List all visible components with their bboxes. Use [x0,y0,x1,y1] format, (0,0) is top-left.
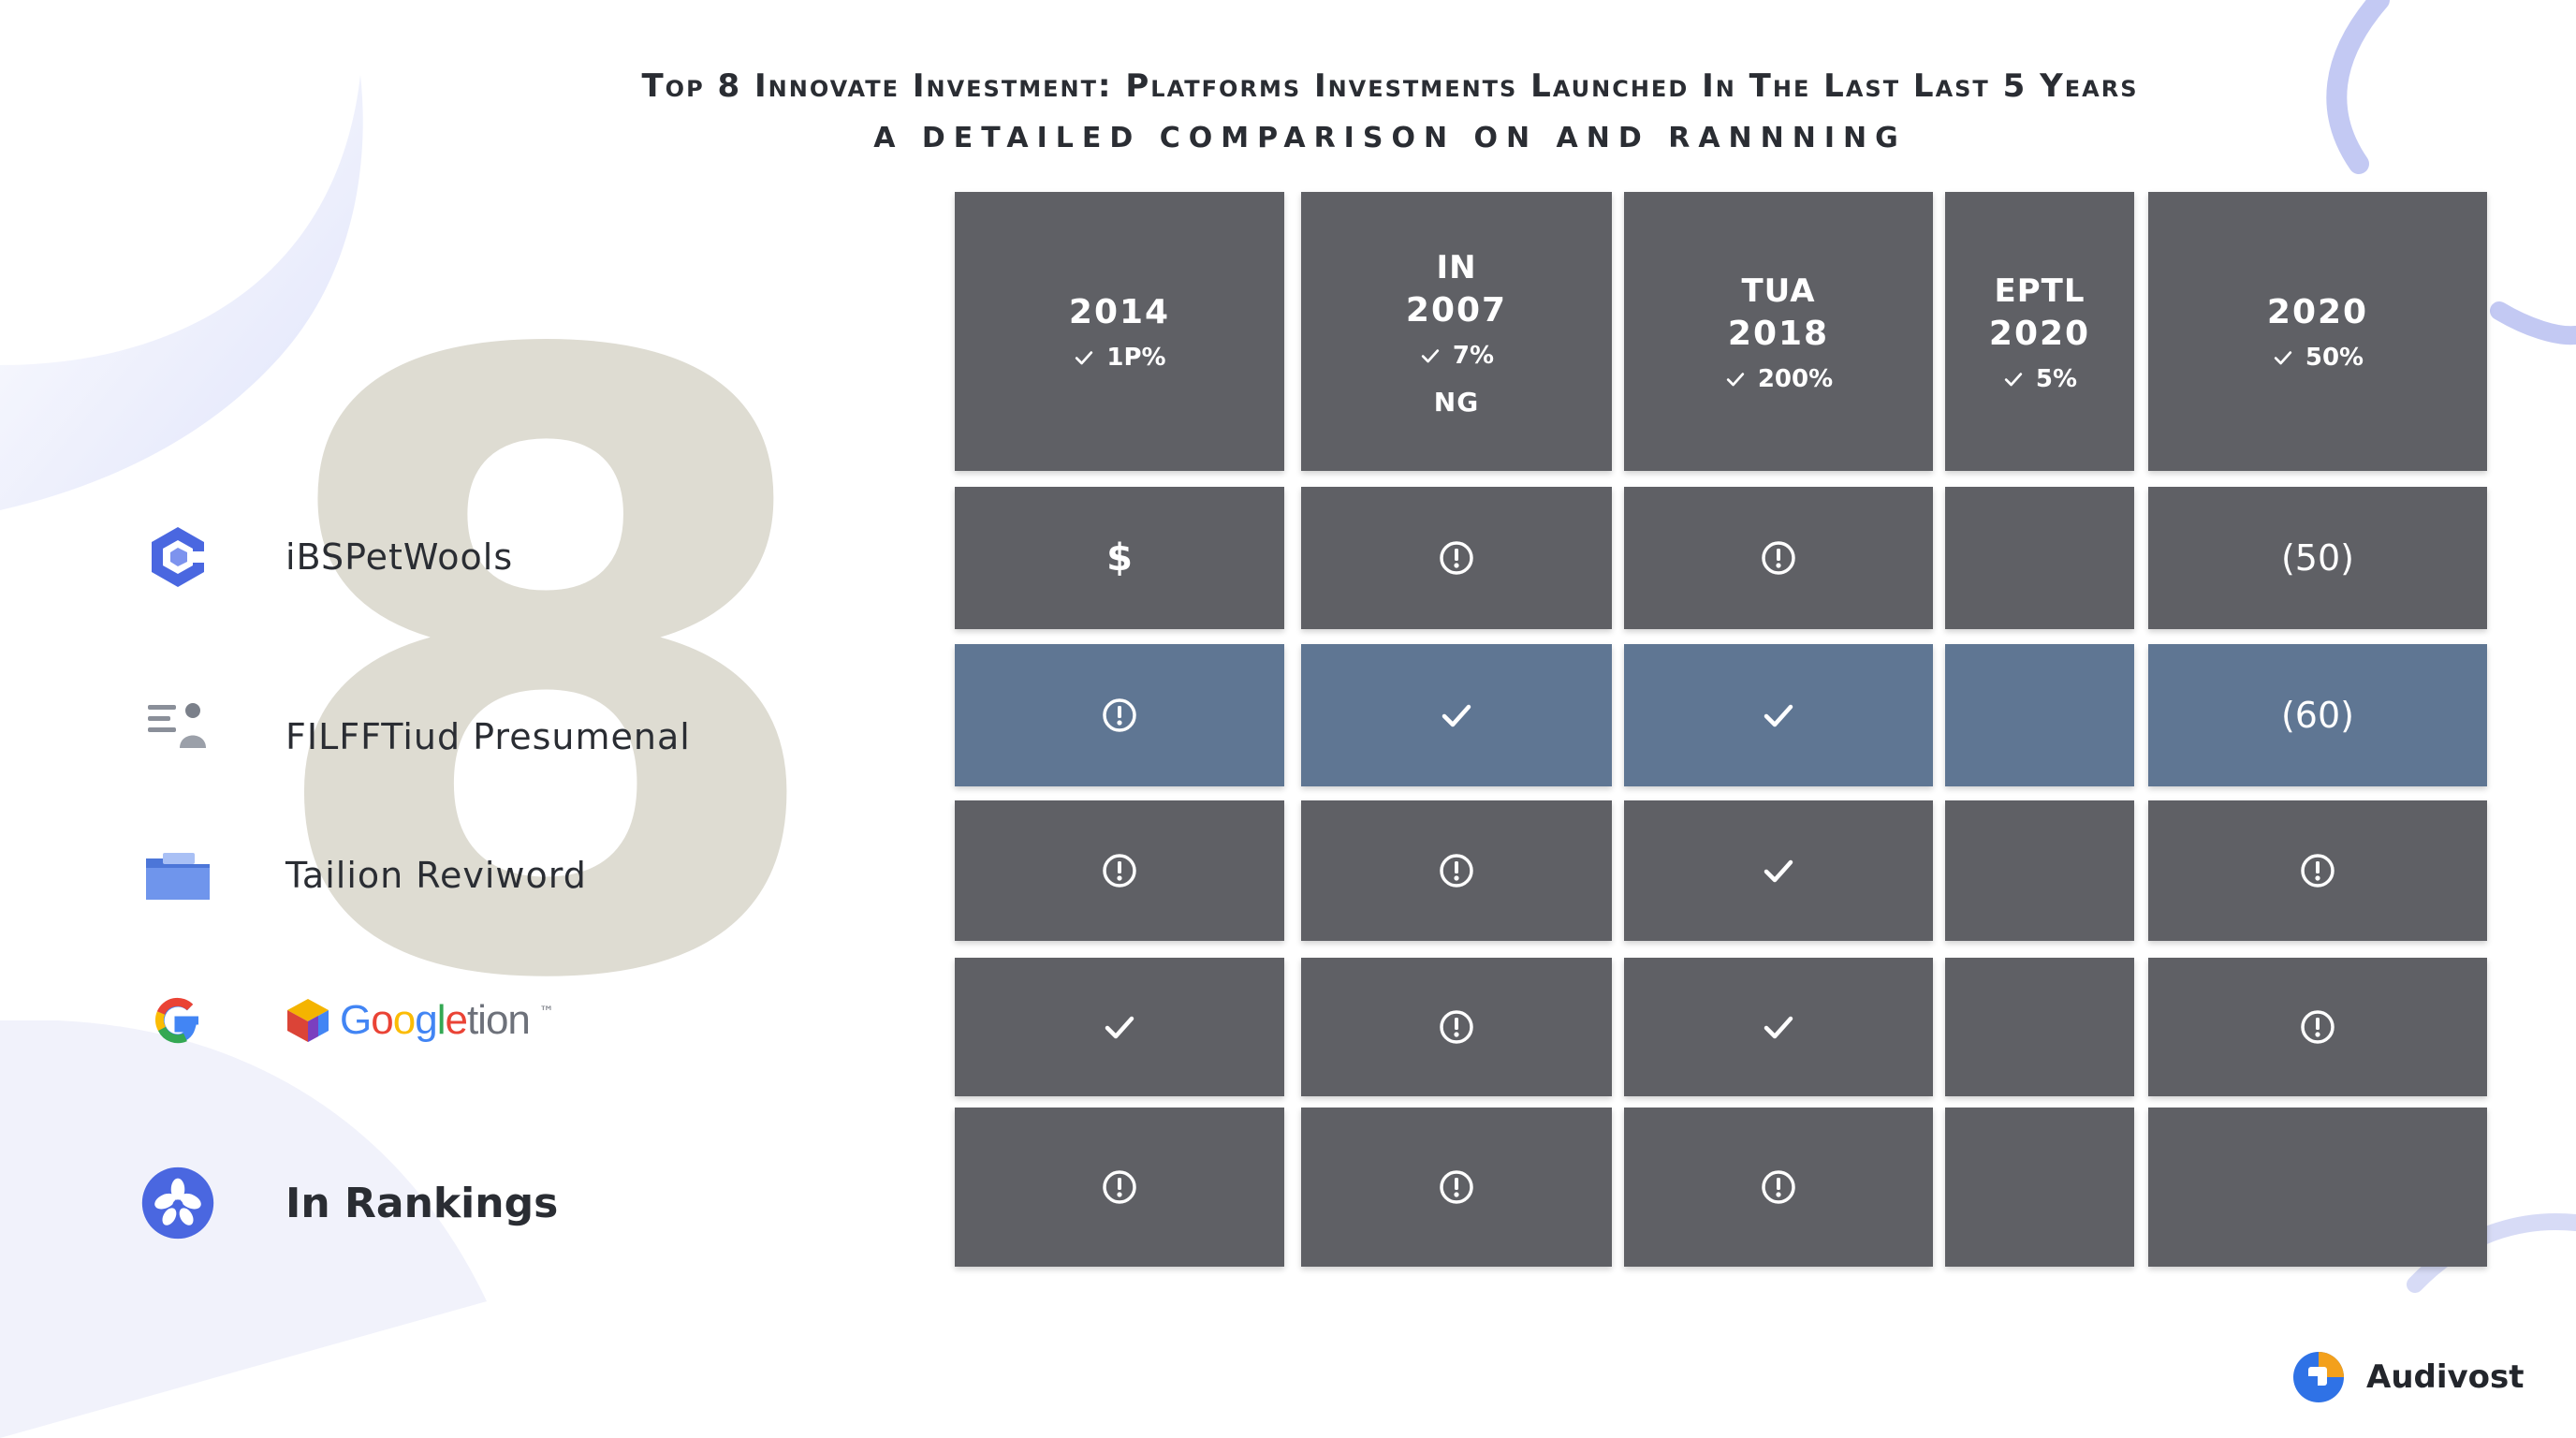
info-circle-icon [1103,854,1136,888]
check-icon [2004,373,2023,387]
audivost-logo-icon [2293,1352,2344,1402]
column-label: EPTL [1994,272,2086,310]
list-item-googletion[interactable]: Googletion ™ [140,983,554,1058]
table-cell [1301,644,1612,786]
check-icon [1421,348,1440,362]
list-item-label: In Rankings [285,1179,559,1227]
column-label: IN [1436,248,1477,286]
table-cell [1301,800,1612,941]
list-item-label: Tailion Reviword [285,855,587,896]
check-icon [1442,704,1471,727]
table-header-cell: 2014 1P% [955,192,1284,471]
info-circle-icon [2301,1010,2334,1044]
list-item-label: FILFFTiud Presumenal [285,716,691,757]
table-cell [1624,644,1933,786]
google-g-icon [140,983,215,1058]
info-circle-icon [1440,1010,1473,1044]
table-cell: (60) [2148,644,2487,786]
googletion-wordmark: Googletion ™ [285,997,554,1044]
table-cell [1301,958,1612,1096]
column-year: 2020 [1988,315,2091,353]
check-icon [1764,704,1793,727]
column-percent: 200% [1724,365,1833,393]
table-cell: (50) [2148,487,2487,629]
column-year: 2018 [1727,315,1830,353]
table-cell [1945,1108,2134,1267]
table-cell [2148,1108,2487,1267]
info-circle-icon [1762,1170,1795,1204]
table-cell [1945,644,2134,786]
table-cell [955,644,1284,786]
info-circle-icon [1103,698,1136,732]
hexagon-c-logo-icon [140,520,215,594]
table-cell [955,800,1284,941]
list-item-in-rankings[interactable]: In Rankings [140,1166,558,1240]
table-cell [1624,487,1933,629]
brand-name: Audivost [2366,1358,2525,1396]
info-circle-icon [1762,541,1795,575]
list-person-icon [140,688,215,763]
info-circle-icon [1440,541,1473,575]
table-cell [1301,1108,1612,1267]
table-cell [1945,487,2134,629]
list-item-filfftiud-presumenal[interactable]: FILFFTiud Presumenal [140,688,690,763]
cell-value: (60) [2280,695,2354,736]
column-percent: 1P% [1073,344,1166,372]
info-circle-icon [2301,854,2334,888]
column-percent: 5% [2002,365,2077,393]
table-cell [1624,958,1933,1096]
column-percent-value: 5% [2035,365,2078,393]
table-header-cell: TUA 2018 200% [1624,192,1933,471]
table-cell [955,958,1284,1096]
check-icon [1726,373,1744,387]
check-icon [1076,351,1093,365]
column-percent-value: 7% [1452,341,1495,370]
info-circle-icon [1440,1170,1473,1204]
trademark-mark: ™ [538,1003,554,1020]
table-cell [1301,487,1612,629]
list-item-ibspetwools[interactable]: iBSPetWools [140,520,512,594]
column-percent: 7% [1419,342,1494,370]
column-year: 2007 [1405,290,1508,330]
table-header-cell: 2020 50% [2148,192,2487,471]
table-cell [1945,958,2134,1096]
column-percent-value: 200% [1757,365,1834,393]
flower-badge-icon [140,1166,215,1240]
table-cell [2148,800,2487,941]
table-header-cell: EPTL 2020 5% [1945,192,2134,471]
table-cell [955,1108,1284,1267]
column-extra: NG [1433,386,1480,418]
folder-icon [140,838,215,913]
cell-value: (50) [2280,537,2354,579]
info-circle-icon [1103,1170,1136,1204]
cube-logo-icon [287,999,329,1042]
column-label: TUA [1741,272,1816,310]
table-cell [1945,800,2134,941]
info-circle-icon [1440,854,1473,888]
column-percent: 50% [2272,344,2364,372]
check-icon [2274,351,2292,365]
column-percent-value: 1P% [1106,344,1166,372]
table-cell [1624,800,1933,941]
table-cell [1624,1108,1933,1267]
table-header-cell: IN 2007 7% NG [1301,192,1612,471]
check-icon [1105,1016,1134,1039]
column-year: 2020 [2266,293,2369,331]
column-percent-value: 50% [2305,344,2364,372]
cell-value: $ [1106,536,1133,580]
page-title: Top 8 Innovate Investment: Platforms Inv… [641,67,2139,105]
check-icon [1764,859,1793,883]
list-item-label: iBSPetWools [285,536,514,578]
table-cell [2148,958,2487,1096]
brand-footer: Audivost [2291,1350,2525,1404]
feature-number: 8 [253,183,840,1164]
table-cell: $ [955,487,1284,629]
check-icon [1764,1016,1793,1039]
googletion-word: Googletion [340,997,531,1043]
page-subtitle: A DETAILED COMPARISON ON AND RANNNING [873,122,1907,154]
column-year: 2014 [1068,293,1171,331]
list-item-tailion-reviword[interactable]: Tailion Reviword [140,838,586,913]
